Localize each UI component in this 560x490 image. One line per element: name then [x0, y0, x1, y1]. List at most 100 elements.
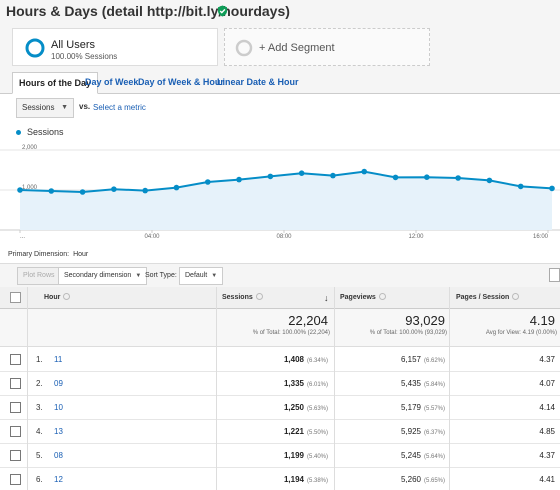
metric-dropdown[interactable]: Sessions ▼ — [16, 98, 74, 118]
row-checkbox[interactable] — [10, 450, 21, 461]
row-sessions: 1,408 (6.34%) — [284, 355, 328, 364]
chart-point[interactable] — [267, 173, 274, 180]
row-sessions-value: 1,250 — [283, 403, 304, 412]
chart-x-labels: ... 04:00 08:00 12:00 16:00 — [19, 230, 549, 240]
segment-bar: All Users 100.00% Sessions + Add Segment — [0, 22, 560, 72]
row-checkbox[interactable] — [10, 474, 21, 485]
row-checkbox[interactable] — [10, 354, 21, 365]
select-all-checkbox[interactable] — [10, 292, 21, 303]
row-pages-session: 4.41 — [539, 475, 555, 484]
plot-rows-button[interactable]: Plot Rows — [17, 267, 61, 285]
tab-hours-of-the-day[interactable]: Hours of the Day — [12, 72, 99, 94]
segment-ring-icon — [25, 38, 45, 58]
tab-day-of-week[interactable]: Day of Week — [85, 77, 139, 87]
row-pages-session: 4.85 — [539, 427, 555, 436]
total-pages-session: 4.19 — [529, 313, 555, 328]
toolbar-search-box[interactable] — [549, 268, 560, 282]
row-checkbox[interactable] — [10, 402, 21, 413]
segment-all-users[interactable]: All Users 100.00% Sessions — [12, 28, 218, 66]
row-pageviews-pct: (6.62%) — [423, 358, 445, 364]
row-rank: 3. — [36, 403, 43, 412]
chart-point[interactable] — [298, 170, 305, 176]
chart-point[interactable] — [517, 183, 524, 190]
row-pageviews-value: 5,435 — [400, 379, 421, 388]
row-sessions: 1,221 (5.50%) — [284, 427, 328, 436]
row-pageviews-value: 5,245 — [400, 451, 421, 460]
add-segment-label: + Add Segment — [259, 42, 335, 54]
table-row: 3. 10 1,250 (5.63%) 5,179 (5.57%) 4.14 — [0, 396, 560, 420]
chart-point[interactable] — [361, 168, 368, 175]
chart-point[interactable] — [392, 174, 399, 181]
primary-dimension-label: Primary Dimension: — [8, 251, 70, 258]
add-segment-button[interactable]: + Add Segment — [224, 28, 430, 66]
sort-type-dropdown[interactable]: Default ▼ — [179, 267, 224, 285]
row-sessions-pct: (6.34%) — [306, 358, 328, 364]
select-metric-link[interactable]: Select a metric — [93, 103, 146, 112]
row-sessions-pct: (5.40%) — [306, 454, 328, 460]
chart-area-fill — [20, 171, 552, 230]
x-tick-label: 16:00 — [533, 234, 549, 240]
table-row: 6. 12 1,194 (5.38%) 5,260 (5.65%) 4.41 — [0, 468, 560, 490]
row-pageviews: 5,179 (5.57%) — [401, 403, 445, 412]
table-row: 2. 09 1,335 (6.01%) 5,435 (5.84%) 4.07 — [0, 372, 560, 396]
metric-dropdown-value: Sessions — [22, 103, 55, 112]
legend-label-sessions: Sessions — [27, 127, 64, 137]
y-tick-label: 1,000 — [22, 185, 38, 191]
row-sessions-pct: (5.63%) — [306, 406, 328, 412]
row-hour-link[interactable]: 11 — [54, 355, 63, 364]
chart-point[interactable] — [48, 188, 55, 194]
row-sessions: 1,335 (6.01%) — [284, 379, 328, 388]
row-hour-link[interactable]: 09 — [54, 379, 63, 388]
header-pageviews[interactable]: Pageviews — [340, 287, 386, 309]
row-sessions-value: 1,335 — [283, 379, 304, 388]
row-sessions: 1,250 (5.63%) — [284, 403, 328, 412]
chart-point[interactable] — [549, 185, 555, 192]
row-pageviews-pct: (5.57%) — [423, 406, 445, 412]
header-hour-label: Hour — [44, 294, 61, 301]
help-icon — [378, 293, 386, 300]
row-pageviews: 5,260 (5.65%) — [401, 475, 445, 484]
row-pageviews-value: 5,260 — [400, 475, 421, 484]
chart-point[interactable] — [455, 175, 461, 181]
row-checkbox[interactable] — [10, 426, 21, 437]
row-hour-link[interactable]: 13 — [54, 427, 63, 436]
row-hour-link[interactable]: 08 — [54, 451, 63, 460]
tab-linear-date-hour[interactable]: Linear Date & Hour — [217, 77, 299, 87]
header-pages-session[interactable]: Pages / Session — [456, 287, 520, 309]
chart-point[interactable] — [111, 186, 117, 192]
x-tick-label: ... — [20, 234, 25, 240]
y-tick-label: 2,000 — [22, 145, 38, 151]
secondary-dimension-dropdown[interactable]: Secondary dimension ▼ — [58, 267, 148, 285]
row-sessions-value: 1,408 — [283, 355, 304, 364]
chart-point[interactable] — [142, 187, 148, 194]
chart-point[interactable] — [486, 177, 493, 184]
chevron-down-icon: ▼ — [61, 104, 68, 111]
row-hour-link[interactable]: 12 — [54, 475, 63, 484]
chart-point[interactable] — [173, 184, 180, 191]
header-pageviews-label: Pageviews — [340, 294, 376, 301]
help-icon — [512, 293, 520, 300]
primary-dimension-value: Hour — [73, 251, 89, 258]
row-pages-session: 4.37 — [539, 355, 555, 364]
chart-point[interactable] — [17, 187, 23, 193]
tab-day-of-week-hour[interactable]: Day of Week & Hour — [138, 77, 224, 87]
row-pages-session: 4.14 — [539, 403, 555, 412]
row-hour-link[interactable]: 10 — [54, 403, 63, 412]
row-sessions-value: 1,199 — [283, 451, 304, 460]
total-sessions: 22,204 — [288, 313, 328, 328]
x-tick-label: 04:00 — [144, 234, 160, 240]
total-pageviews: 93,029 — [405, 313, 445, 328]
shield-check-icon — [218, 5, 227, 17]
chart-point[interactable] — [236, 176, 242, 183]
chart-point[interactable] — [424, 174, 430, 180]
chart-point[interactable] — [79, 189, 86, 195]
header-hour[interactable]: Hour — [44, 287, 71, 309]
row-checkbox[interactable] — [10, 378, 21, 389]
chart-point[interactable] — [204, 179, 211, 185]
header-sessions[interactable]: Sessions — [222, 287, 263, 309]
row-rank: 5. — [36, 451, 43, 460]
chart-point[interactable] — [330, 172, 336, 179]
column-divider — [216, 287, 217, 490]
page-title: Hours & Days (detail http://bit.ly/hourd… — [6, 3, 290, 19]
row-pages-session: 4.07 — [539, 379, 555, 388]
